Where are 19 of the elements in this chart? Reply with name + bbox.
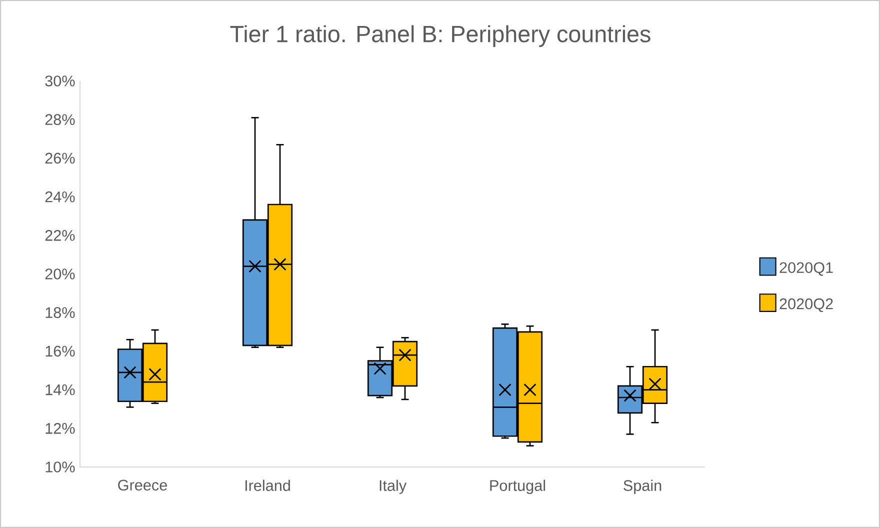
x-tick-label: Spain xyxy=(624,480,662,494)
y-tick-label: 28% xyxy=(45,114,75,126)
y-tick-label: 20% xyxy=(45,268,75,280)
y-tick-label: 16% xyxy=(46,346,75,357)
y-tick-label: 22% xyxy=(45,230,75,241)
y-tick-label: 10% xyxy=(46,462,75,472)
y-tick-label: 14% xyxy=(46,384,75,396)
legend-label: 2020Q1 xyxy=(780,262,833,276)
chart-title: Tier 1 ratio. Panel B: Periphery countries xyxy=(230,25,650,47)
x-tick-label: Ireland xyxy=(245,480,290,491)
y-tick-label: 18% xyxy=(46,307,75,318)
y-tick-label: 12% xyxy=(46,423,75,434)
y-tick-label: 24% xyxy=(45,191,75,202)
x-tick-label: Greece xyxy=(118,480,167,491)
y-tick-label: 30% xyxy=(45,76,75,86)
legend-label: 2020Q2 xyxy=(780,298,833,312)
x-tick-label: Portugal xyxy=(490,480,546,494)
x-tick-label: Italy xyxy=(380,480,407,494)
y-tick-label: 26% xyxy=(45,152,75,164)
